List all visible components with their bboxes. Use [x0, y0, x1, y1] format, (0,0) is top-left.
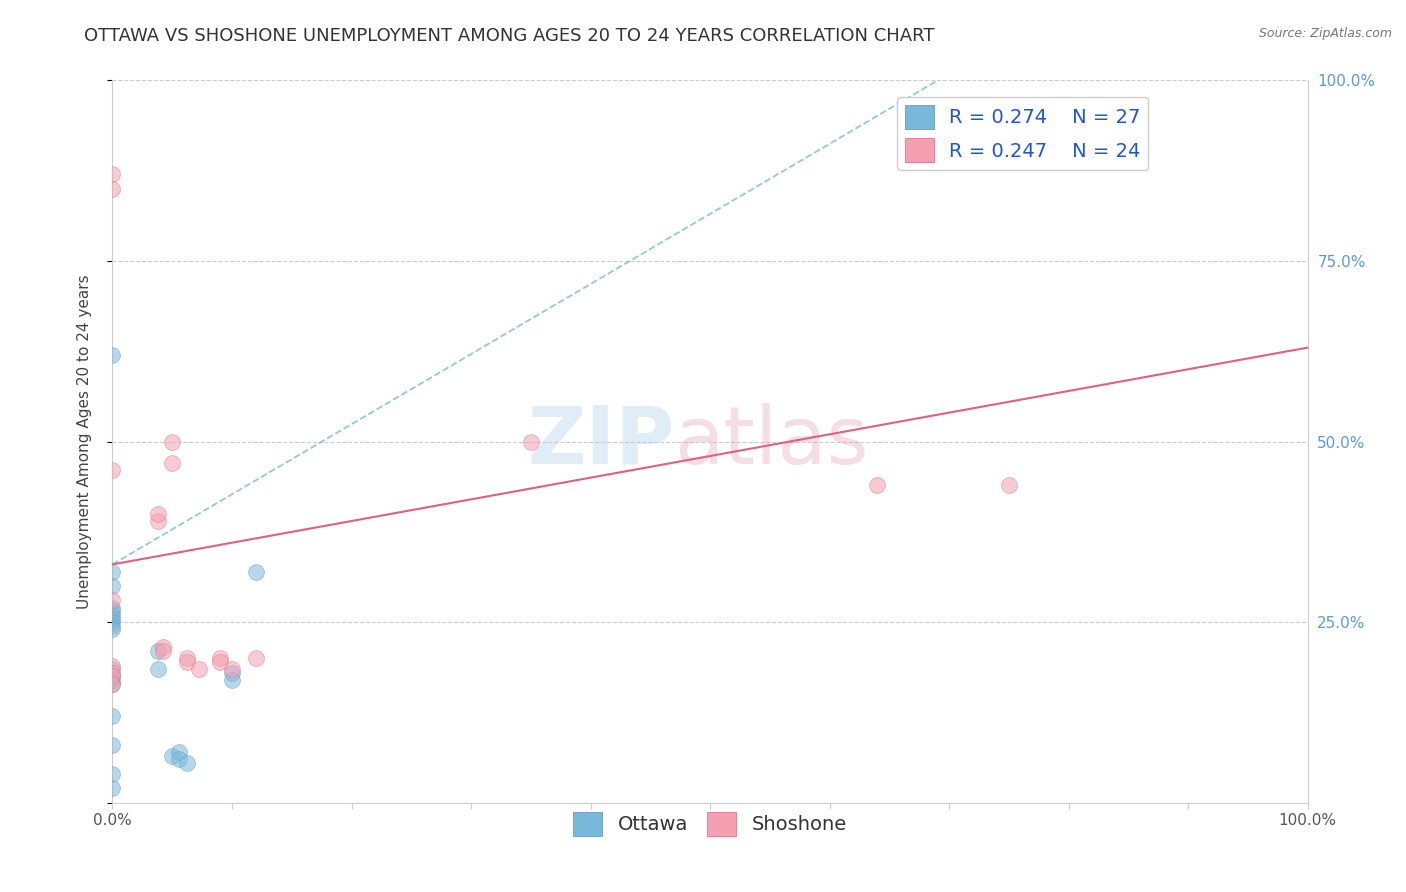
Legend: Ottawa, Shoshone: Ottawa, Shoshone — [565, 805, 855, 844]
Point — [101, 676, 124, 690]
Point — [146, 662, 169, 676]
Point — [101, 669, 124, 683]
Point — [146, 507, 169, 521]
Point — [101, 619, 124, 633]
Point — [221, 673, 243, 687]
Point — [209, 651, 232, 665]
Point — [101, 565, 124, 579]
Point — [101, 463, 124, 477]
Point — [162, 748, 183, 763]
Point — [221, 665, 243, 680]
Point — [998, 478, 1021, 492]
Point — [169, 745, 191, 759]
Text: atlas: atlas — [675, 402, 869, 481]
Point — [101, 676, 124, 690]
Point — [101, 781, 124, 796]
Text: ZIP: ZIP — [527, 402, 675, 481]
Point — [162, 456, 183, 470]
Point — [101, 665, 124, 680]
Point — [245, 651, 267, 665]
Point — [101, 738, 124, 752]
Point — [101, 615, 124, 630]
Point — [101, 673, 124, 687]
Point — [520, 434, 543, 449]
Point — [245, 565, 267, 579]
Point — [101, 579, 124, 593]
Point — [169, 752, 191, 766]
Point — [176, 655, 198, 669]
Point — [146, 514, 169, 528]
Point — [176, 651, 198, 665]
Point — [101, 167, 124, 181]
Point — [152, 640, 174, 655]
Point — [101, 623, 124, 637]
Point — [176, 756, 198, 770]
Point — [101, 709, 124, 723]
Point — [101, 669, 124, 683]
Text: OTTAWA VS SHOSHONE UNEMPLOYMENT AMONG AGES 20 TO 24 YEARS CORRELATION CHART: OTTAWA VS SHOSHONE UNEMPLOYMENT AMONG AG… — [84, 27, 935, 45]
Point — [101, 593, 124, 607]
Point — [866, 478, 889, 492]
Point — [101, 607, 124, 622]
Point — [101, 348, 124, 362]
Y-axis label: Unemployment Among Ages 20 to 24 years: Unemployment Among Ages 20 to 24 years — [77, 274, 91, 609]
Point — [209, 655, 232, 669]
Point — [101, 662, 124, 676]
Point — [101, 600, 124, 615]
Point — [101, 767, 124, 781]
Point — [187, 662, 209, 676]
Point — [221, 662, 243, 676]
Point — [101, 658, 124, 673]
Point — [101, 611, 124, 625]
Point — [152, 644, 174, 658]
Point — [101, 604, 124, 618]
Point — [162, 434, 183, 449]
Text: Source: ZipAtlas.com: Source: ZipAtlas.com — [1258, 27, 1392, 40]
Point — [101, 182, 124, 196]
Point — [146, 644, 169, 658]
